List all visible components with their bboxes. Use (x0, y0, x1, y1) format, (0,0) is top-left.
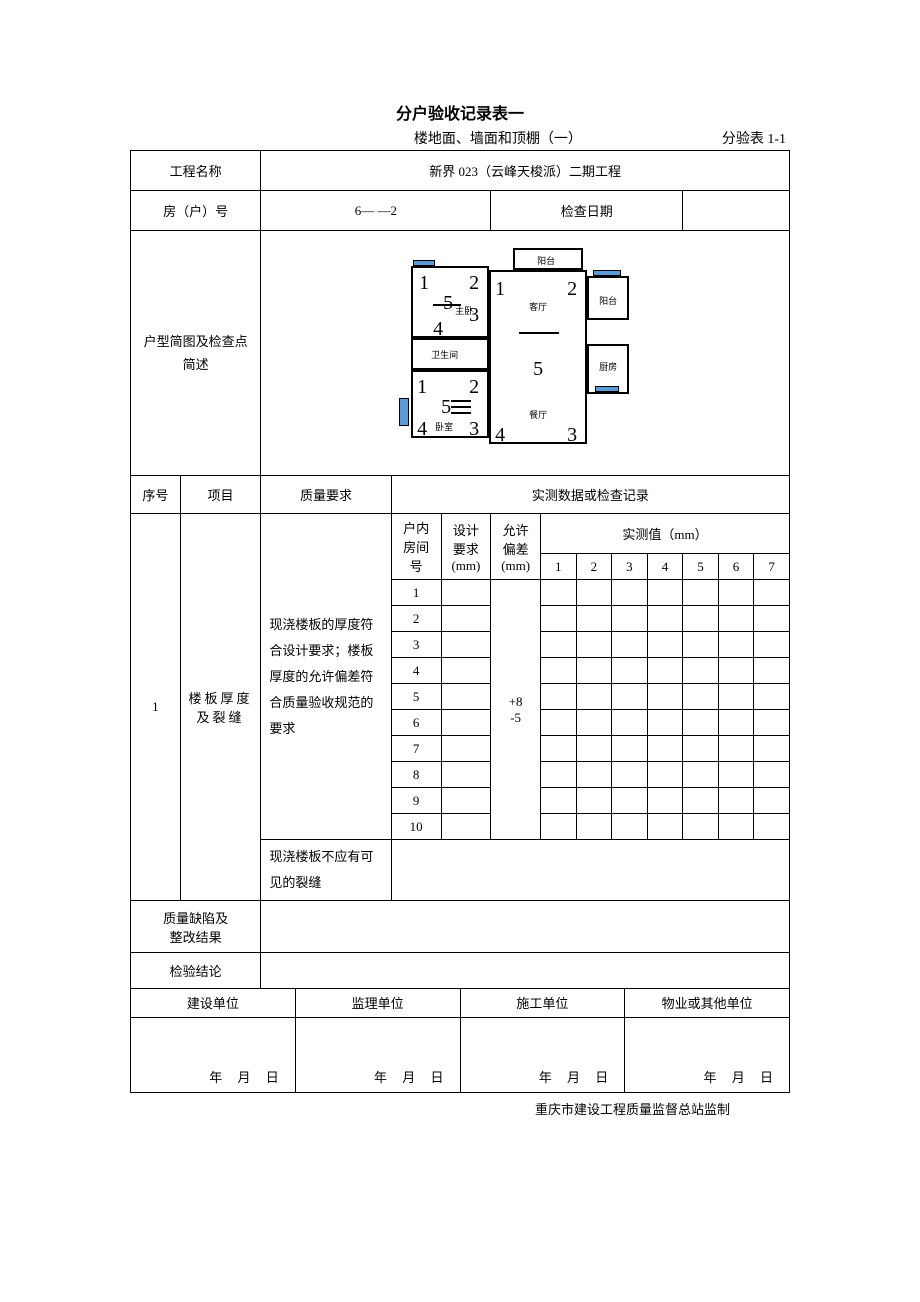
unit-no-value: 6— —2 (261, 191, 491, 231)
req-2: 现浇楼板不应有可见的裂缝 (261, 840, 391, 901)
unit-contractor: 施工单位 (460, 989, 625, 1017)
hdr-req: 质量要求 (261, 476, 391, 514)
col-7: 7 (754, 554, 790, 580)
defect-value[interactable] (261, 901, 790, 953)
room-2: 2 (391, 606, 441, 632)
col-3: 3 (612, 554, 648, 580)
sig-4[interactable]: 年 月 日 (625, 1017, 790, 1092)
floorplan-label: 户型简图及检查点简述 (131, 231, 261, 476)
unit-no-label: 房（户）号 (131, 191, 261, 231)
check-date-value (683, 191, 790, 231)
hdr-measured-val: 实测值（mm） (541, 514, 790, 554)
room-5: 5 (391, 684, 441, 710)
conclusion-value[interactable] (261, 953, 790, 989)
hdr-design: 设计要求(mm) (441, 514, 491, 580)
sig-1[interactable]: 年 月 日 (131, 1017, 296, 1092)
sig-2[interactable]: 年 月 日 (295, 1017, 460, 1092)
room-4: 4 (391, 658, 441, 684)
hdr-room-no: 户内房间号 (391, 514, 441, 580)
form-code: 分验表 1-1 (722, 128, 786, 148)
defect-label: 质量缺陷及整改结果 (131, 901, 261, 953)
unit-property: 物业或其他单位 (625, 989, 790, 1017)
design-1[interactable] (441, 580, 491, 606)
subtitle-row: 楼地面、墙面和顶棚（一） 分验表 1-1 (130, 128, 790, 150)
hdr-seq: 序号 (131, 476, 181, 514)
conclusion-label: 检验结论 (131, 953, 261, 989)
col-6: 6 (718, 554, 754, 580)
col-4: 4 (647, 554, 683, 580)
hdr-item: 项目 (180, 476, 261, 514)
col-2: 2 (576, 554, 612, 580)
inspection-form: 工程名称 新界 023（云峰天梭派）二期工程 房（户）号 6— —2 检查日期 … (130, 150, 790, 989)
unit-construction: 建设单位 (131, 989, 296, 1017)
room-9: 9 (391, 788, 441, 814)
unit-supervision: 监理单位 (295, 989, 460, 1017)
tolerance-val: +8 -5 (491, 580, 541, 840)
signature-table: 建设单位 监理单位 施工单位 物业或其他单位 年 月 日 年 月 日 年 月 日… (130, 989, 790, 1093)
room-3: 3 (391, 632, 441, 658)
room-10: 10 (391, 814, 441, 840)
hdr-tolerance: 允许偏差(mm) (491, 514, 541, 580)
room-7: 7 (391, 736, 441, 762)
col-1: 1 (541, 554, 577, 580)
room-8: 8 (391, 762, 441, 788)
col-5: 5 (683, 554, 719, 580)
sig-3[interactable]: 年 月 日 (460, 1017, 625, 1092)
form-title: 分户验收记录表一 (130, 100, 790, 124)
room-6: 6 (391, 710, 441, 736)
check-date-label: 检查日期 (491, 191, 683, 231)
room-1: 1 (391, 580, 441, 606)
crack-record[interactable] (391, 840, 789, 901)
form-subtitle: 楼地面、墙面和顶棚（一） (134, 128, 722, 148)
hdr-measured: 实测数据或检查记录 (391, 476, 789, 514)
req-1: 现浇楼板的厚度符合设计要求；楼板厚度的允许偏差符合质量验收规范的要求 (261, 514, 391, 840)
item-name: 楼板厚度及裂缝 (180, 514, 261, 901)
project-name-label: 工程名称 (131, 151, 261, 191)
seq-1: 1 (131, 514, 181, 901)
floorplan-diagram: 阳台 1 2 5 3 4 主卧 卫生间 1 2 5 (261, 231, 790, 476)
project-name-value: 新界 023（云峰天梭派）二期工程 (261, 151, 790, 191)
footer-text: 重庆市建设工程质量监督总站监制 (130, 1093, 790, 1118)
